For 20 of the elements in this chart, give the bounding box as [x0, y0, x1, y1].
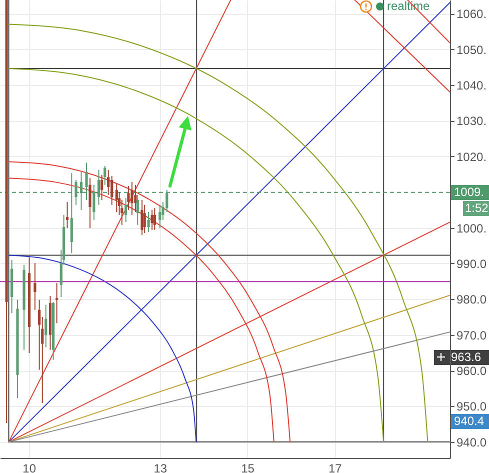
y-tick-label: 1060.	[456, 7, 487, 22]
y-tick-label: 1020.	[456, 150, 487, 164]
text: 963.6	[451, 350, 482, 364]
y-tick-label: 960.0	[456, 364, 487, 378]
y-tick-label: 980.0	[456, 292, 487, 307]
x-tick-label: 10	[22, 462, 36, 473]
y-tick-label: 940.0	[456, 435, 487, 450]
y-tick-label: 1000.	[456, 221, 487, 236]
x-tick-label: 15	[241, 462, 255, 473]
y-tick-label: 1040.	[456, 78, 487, 92]
y-tick-label: 1050.	[456, 42, 487, 57]
y-tick-label: 970.0	[456, 328, 487, 342]
x-tick-label: 17	[328, 462, 342, 473]
y-tick-label: 990.0	[456, 256, 487, 271]
text: 1009.	[454, 184, 484, 199]
text: 1:52	[465, 200, 488, 215]
x-tick-label: 13	[154, 462, 168, 473]
y-tick-label: 1030.	[456, 114, 487, 128]
text: 940.4	[454, 414, 484, 428]
y-tick-label: 950.0	[456, 400, 487, 414]
